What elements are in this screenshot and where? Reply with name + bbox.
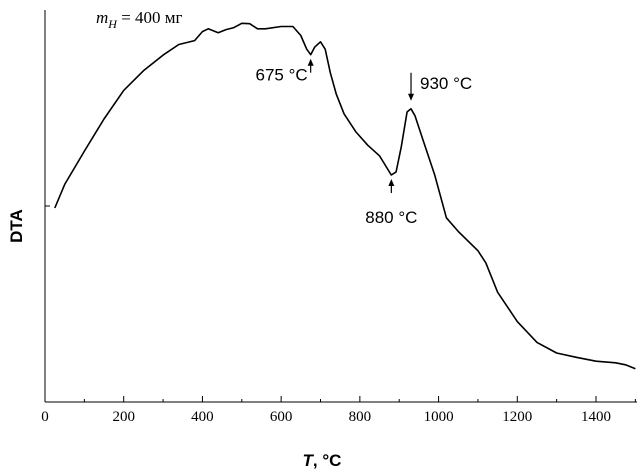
sample-mass-subscript: Н [107, 17, 118, 31]
plot-frame [44, 10, 637, 403]
dta-curve [54, 22, 636, 370]
x-tick-label: 1400 [581, 409, 611, 425]
annotation-label: 930 °C [420, 74, 472, 93]
x-tick-label: 200 [112, 409, 135, 425]
x-axis-title: T, °C [303, 451, 342, 470]
x-tick-labels: 0 200 400 600 800 1000 1200 1400 [41, 409, 611, 425]
annotation-2: 930 °C [408, 72, 472, 101]
x-axis-unit: , °C [313, 451, 342, 470]
x-tick-label: 1200 [502, 409, 532, 425]
sample-mass-value: = 400 мг [117, 8, 183, 27]
x-tick-label: 400 [191, 409, 214, 425]
x-tick-label: 0 [41, 409, 49, 425]
x-tick-label: 1000 [424, 409, 454, 425]
annotation-arrowhead [307, 58, 314, 66]
sample-mass-label: mН = 400 мг [96, 8, 183, 31]
x-ticks [44, 205, 636, 402]
y-axis-title: DTA [7, 209, 26, 243]
annotation-label: 675 °C [255, 66, 307, 85]
annotation-arrowhead [388, 179, 395, 187]
annotation-arrowhead [408, 93, 415, 101]
x-axis-variable: T [303, 451, 315, 470]
annotation-0: 675 °C [255, 58, 314, 85]
annotation-1: 880 °C [365, 179, 417, 227]
x-tick-label: 800 [349, 409, 372, 425]
sample-mass-symbol: m [96, 8, 108, 27]
x-tick-label: 600 [270, 409, 293, 425]
peak-annotations: 675 °C 880 °C 930 °C [255, 58, 472, 227]
annotation-label: 880 °C [365, 208, 417, 227]
